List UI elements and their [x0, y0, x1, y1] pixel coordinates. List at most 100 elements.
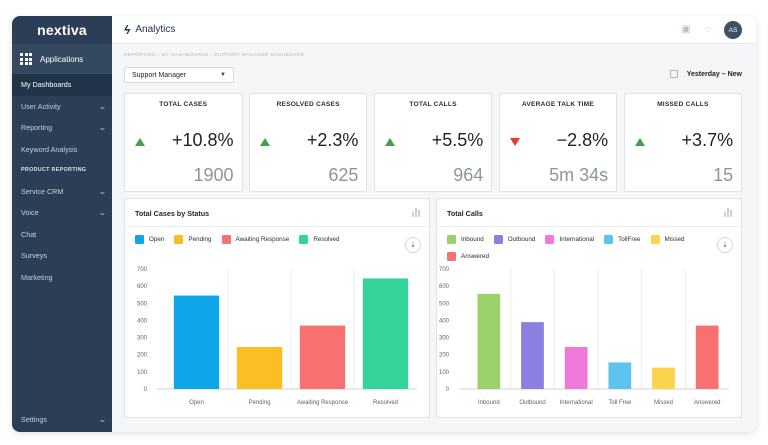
y-tick-label: 300	[439, 336, 450, 342]
app-window: nextiva Applications My Dashboards User A…	[12, 16, 756, 432]
legend-swatch	[650, 235, 660, 244]
legend-label: TollFree	[618, 236, 641, 243]
kpi-change: +10.8%	[171, 130, 234, 150]
dashboard-select[interactable]: Support Manager ▼	[124, 67, 234, 83]
panel-title: Total Calls	[447, 209, 483, 218]
sidebar-item-my-dashboards[interactable]: My Dashboards	[12, 74, 112, 96]
kpi-card[interactable]: MISSED CALLS +3.7% 15	[623, 93, 743, 192]
chevron-down-icon: ⌄	[98, 123, 108, 133]
legend-item[interactable]: Awaiting Response	[221, 235, 290, 244]
legend-swatch	[135, 235, 144, 244]
legend-label: Missed	[664, 236, 685, 243]
bar-chart-icon[interactable]	[412, 208, 420, 217]
kpi-row: TOTAL CASES +10.8% 1900 RESOLVED CASES +2.3%…	[124, 93, 743, 192]
y-tick-label: 200	[137, 353, 148, 359]
kpi-label: AVERAGE TALK TIME	[521, 101, 594, 108]
legend-label: Outbound	[507, 236, 536, 243]
bar-chart-icon[interactable]	[724, 208, 732, 217]
legend-label: Inbound	[461, 236, 484, 243]
sidebar-item-label: My Dashboards	[21, 80, 72, 90]
legend-swatch	[299, 235, 309, 244]
kpi-card[interactable]: TOTAL CALLS +5.5% 964	[373, 93, 493, 192]
dashboard-select-value: Support Manager	[132, 71, 187, 79]
bar-toll-free[interactable]	[608, 362, 632, 389]
chevron-down-icon: ⌄	[98, 414, 108, 424]
analytics-icon: ϟ	[124, 22, 131, 37]
kpi-card[interactable]: AVERAGE TALK TIME −2.8% 5m 34s	[498, 93, 618, 192]
brand-logo: nextiva	[37, 22, 87, 38]
total-calls-panel: Total Calls Inbound Outbound International…	[436, 198, 742, 418]
bar-open[interactable]	[173, 295, 220, 389]
sidebar-item-reporting[interactable]: Reporting ⌄	[12, 117, 112, 139]
kpi-label: TOTAL CASES	[159, 101, 208, 108]
legend-label: Pending	[188, 236, 212, 243]
y-tick-label: 300	[137, 336, 148, 342]
y-tick-label: 100	[137, 370, 148, 376]
bar-outbound[interactable]	[521, 322, 544, 389]
kpi-value: 964	[453, 165, 484, 185]
bar-pending[interactable]	[236, 347, 283, 389]
kpi-label: MISSED CALLS	[657, 101, 709, 108]
legend-item[interactable]: Missed	[650, 235, 685, 244]
sidebar-item-service-crm[interactable]: Service CRM ⌄	[12, 180, 112, 202]
sidebar-item-label: Service CRM	[21, 186, 64, 196]
chat-bubble-icon[interactable]: ▣	[681, 24, 691, 35]
sidebar-item-label: Marketing	[21, 273, 53, 283]
legend-swatch	[604, 235, 614, 244]
legend-item[interactable]: Inbound	[447, 235, 484, 244]
bar-answered[interactable]	[695, 325, 719, 389]
chevron-down-icon: ⌄	[98, 186, 108, 196]
x-tick-label: Inbound	[478, 400, 500, 406]
sidebar-item-settings[interactable]: Settings ⌄	[12, 406, 112, 432]
legend-item[interactable]: International	[545, 235, 594, 244]
legend-label: Awaiting Response	[235, 236, 290, 243]
y-tick-label: 700	[137, 267, 148, 273]
legend-label: Answered	[461, 253, 490, 260]
avatar[interactable]: AS	[724, 21, 742, 39]
y-tick-label: 600	[137, 284, 148, 290]
chat-outline-icon[interactable]: ◌	[705, 24, 711, 35]
bar-awaiting-responce[interactable]	[299, 325, 346, 389]
apps-grid-icon	[20, 53, 32, 65]
sidebar-item-chat[interactable]: Chat	[12, 224, 112, 246]
bar-missed[interactable]	[652, 367, 675, 389]
applications-button[interactable]: Applications	[12, 44, 112, 74]
kpi-label: RESOLVED CASES	[276, 101, 340, 108]
breadcrumb[interactable]: REPORTING › MY DASHBOARDS › SUPPORT MANA…	[124, 53, 305, 58]
download-icon[interactable]: ⤓	[405, 237, 421, 253]
bar-inbound[interactable]	[477, 293, 501, 389]
sidebar-item-user-activity[interactable]: User Activity ⌄	[12, 96, 112, 118]
caret-down-icon: ▼	[220, 72, 226, 78]
sidebar-item-marketing[interactable]: Marketing	[12, 267, 112, 289]
sidebar-item-surveys[interactable]: Surveys	[12, 245, 112, 267]
legend-item[interactable]: Pending	[174, 235, 212, 244]
x-tick-label: International	[560, 400, 593, 406]
x-tick-label: Awaiting Responce	[297, 400, 349, 406]
legend-label: Open	[149, 236, 165, 243]
legend-swatch	[221, 235, 231, 244]
legend-item[interactable]: Open	[135, 235, 164, 244]
kpi-card[interactable]: TOTAL CASES +10.8% 1900	[124, 93, 243, 192]
date-range-label: Yesterday – New	[686, 70, 742, 78]
x-tick-label: Pending	[248, 400, 270, 406]
y-tick-label: 400	[439, 318, 450, 324]
y-tick-label: 0	[446, 387, 450, 393]
chart-legend: Inbound Outbound International TollFree Miss…	[447, 235, 727, 261]
y-tick-label: 200	[439, 353, 450, 359]
legend-item[interactable]: Resolved	[299, 235, 340, 244]
bar-resolved[interactable]	[362, 278, 409, 389]
y-tick-label: 600	[439, 284, 450, 290]
download-icon[interactable]: ⤓	[717, 237, 733, 253]
x-tick-label: Open	[189, 400, 204, 406]
sidebar-item-voice[interactable]: Voice ⌄	[12, 202, 112, 224]
legend-swatch	[447, 252, 456, 261]
date-range-picker[interactable]: Yesterday – New	[669, 70, 742, 78]
kpi-label: TOTAL CALLS	[409, 101, 457, 108]
legend-item[interactable]: Outbound	[493, 235, 536, 244]
legend-item[interactable]: TollFree	[604, 235, 641, 244]
chevron-down-icon: ⌄	[98, 101, 108, 111]
sidebar-item-keyword-analysis[interactable]: Keyword Analysis	[12, 139, 112, 161]
kpi-card[interactable]: RESOLVED CASES +2.3% 625	[248, 93, 368, 192]
bar-international[interactable]	[564, 347, 588, 389]
legend-item[interactable]: Answered	[447, 252, 489, 261]
